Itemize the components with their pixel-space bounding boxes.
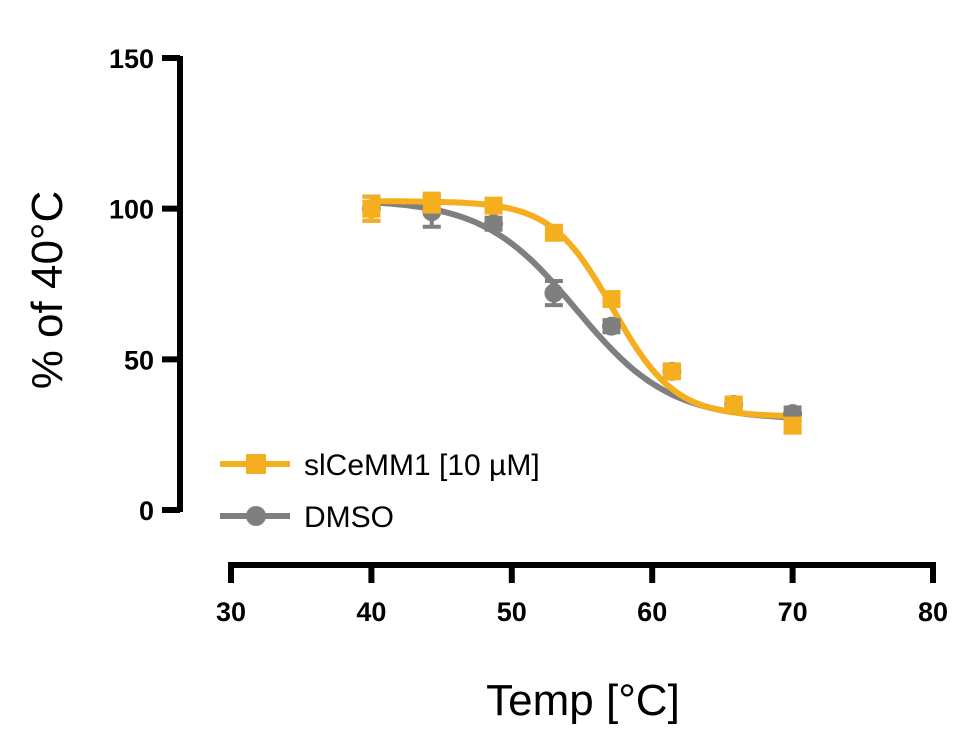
y-tick-label: 100 xyxy=(109,195,154,225)
fit-curves xyxy=(371,198,793,421)
data-point-dmso xyxy=(484,214,504,234)
y-axis-label: % of 40°C xyxy=(23,191,72,390)
y-tick-label: 0 xyxy=(139,496,154,526)
data-point-slcemm1 xyxy=(362,199,381,218)
fit-curve-dmso xyxy=(371,199,793,421)
y-tick-label: 150 xyxy=(109,44,154,74)
legend-label: DMSO xyxy=(304,501,394,534)
legend: slCeMM1 [10 µM] DMSO xyxy=(220,449,540,534)
x-tick-label: 40 xyxy=(356,597,386,627)
data-point-dmso xyxy=(601,316,621,336)
x-axis-label: Temp [°C] xyxy=(486,676,680,725)
data-points xyxy=(361,191,803,435)
data-point-slcemm1 xyxy=(724,395,743,414)
data-point-slcemm1 xyxy=(602,290,621,309)
y-tick-label: 50 xyxy=(124,345,154,375)
data-point-slcemm1 xyxy=(484,196,503,215)
data-point-slcemm1 xyxy=(422,193,441,212)
legend-label: slCeMM1 [10 µM] xyxy=(304,449,540,482)
fit-curve-slcemm1 xyxy=(371,198,793,419)
x-tick-label: 60 xyxy=(637,597,667,627)
x-tick-label: 70 xyxy=(778,597,808,627)
y-axis: 0 50 100 150 xyxy=(109,44,183,526)
data-point-slcemm1 xyxy=(783,416,802,435)
x-tick-label: 30 xyxy=(216,597,246,627)
x-tick-label: 50 xyxy=(497,597,527,627)
data-point-dmso xyxy=(544,283,564,303)
legend-marker xyxy=(246,454,266,474)
data-point-slcemm1 xyxy=(662,362,681,381)
x-tick-label: 80 xyxy=(918,597,948,627)
data-point-slcemm1 xyxy=(544,223,563,242)
x-axis: 30 40 50 60 70 80 xyxy=(216,562,948,627)
legend-marker xyxy=(246,506,266,526)
